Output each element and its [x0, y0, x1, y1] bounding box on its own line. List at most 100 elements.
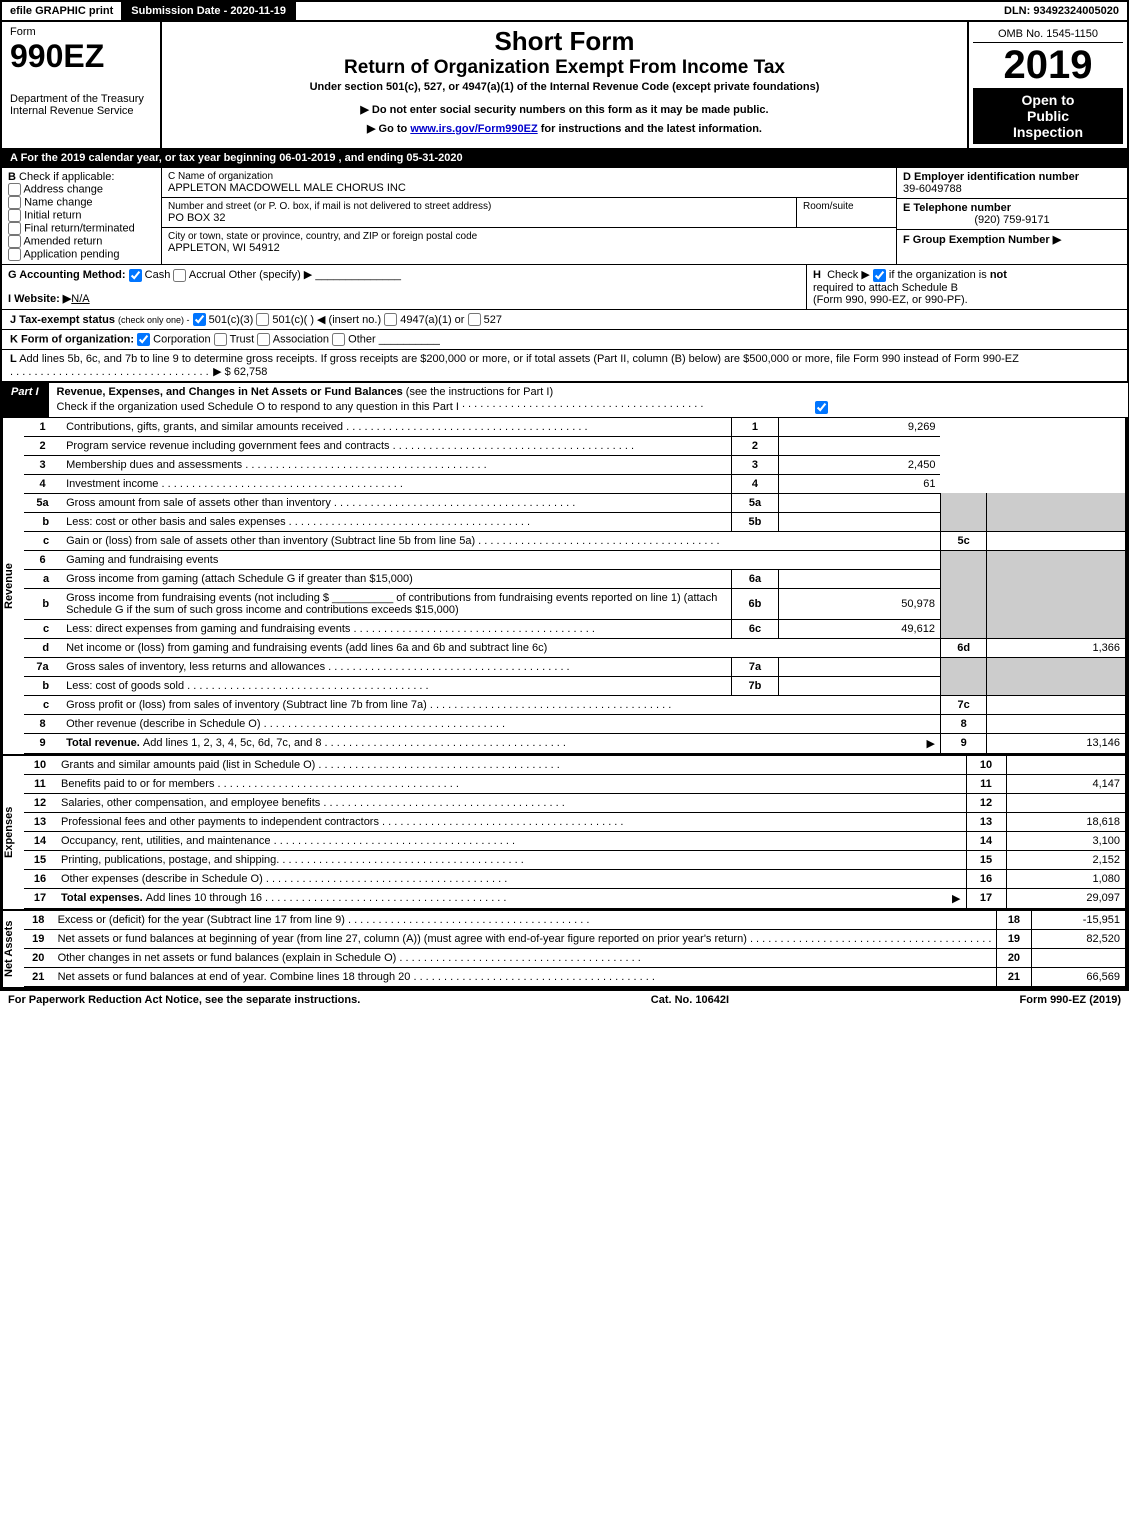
- line-13-desc: Professional fees and other payments to …: [61, 816, 379, 828]
- line-5b-desc: Less: cost or other basis and sales expe…: [66, 516, 286, 528]
- irs-link[interactable]: www.irs.gov/Form990EZ: [410, 123, 537, 135]
- line-18-desc: Excess or (deficit) for the year (Subtra…: [58, 914, 345, 926]
- line-10-val: [1006, 756, 1126, 775]
- line-19-desc: Net assets or fund balances at beginning…: [58, 933, 747, 945]
- line-18-val: -15,951: [1031, 911, 1126, 930]
- cb-4947[interactable]: [384, 313, 397, 326]
- line-5a-desc: Gross amount from sale of assets other t…: [66, 497, 331, 509]
- line-15-desc: Printing, publications, postage, and shi…: [61, 854, 279, 866]
- submission-date-button[interactable]: Submission Date - 2020-11-19: [123, 2, 296, 20]
- form-header: Form 990EZ Department of the Treasury In…: [0, 22, 1129, 149]
- line-15-val: 2,152: [1006, 850, 1126, 869]
- label-h: H: [813, 269, 821, 281]
- part-1-label: Part I: [1, 383, 49, 417]
- label-g: G Accounting Method:: [8, 269, 126, 281]
- net-assets-side-label: Net Assets: [2, 911, 24, 987]
- city-address: APPLETON, WI 54912: [168, 242, 890, 254]
- line-3-val: 2,450: [778, 455, 940, 474]
- line-6a-desc: Gross income from gaming (attach Schedul…: [66, 573, 413, 585]
- label-e-phone: E Telephone number: [903, 202, 1011, 214]
- cb-association[interactable]: [257, 333, 270, 346]
- line-16-desc: Other expenses (describe in Schedule O): [61, 873, 263, 885]
- line-21-val: 66,569: [1031, 967, 1126, 986]
- form-word: Form: [10, 26, 152, 38]
- cb-schedule-o-part1[interactable]: [815, 401, 828, 414]
- line-10-desc: Grants and similar amounts paid (list in…: [61, 759, 315, 771]
- line-19-val: 82,520: [1031, 929, 1126, 948]
- label-city: City or town, state or province, country…: [168, 231, 890, 242]
- line-6d-desc: Net income or (loss) from gaming and fun…: [66, 642, 547, 654]
- label-street: Number and street (or P. O. box, if mail…: [168, 201, 790, 212]
- org-info-grid: B Check if applicable: Address change Na…: [0, 168, 1129, 265]
- line-7a-mid: [778, 657, 940, 676]
- dept-treasury: Department of the Treasury: [10, 93, 152, 105]
- page-footer: For Paperwork Reduction Act Notice, see …: [0, 989, 1129, 1009]
- line-8-val: [987, 714, 1126, 733]
- line-12-desc: Salaries, other compensation, and employ…: [61, 797, 320, 809]
- cb-527[interactable]: [468, 313, 481, 326]
- phone-value: (920) 759-9171: [903, 214, 1121, 226]
- line-k: K Form of organization: Corporation Trus…: [0, 330, 1129, 350]
- cb-501c[interactable]: [256, 313, 269, 326]
- line-5b-mid: [778, 512, 940, 531]
- cb-cash[interactable]: [129, 269, 142, 282]
- cb-corporation[interactable]: [137, 333, 150, 346]
- cb-501c3[interactable]: [193, 313, 206, 326]
- line-21-desc: Net assets or fund balances at end of ye…: [58, 971, 411, 983]
- footer-paperwork: For Paperwork Reduction Act Notice, see …: [8, 994, 360, 1006]
- cb-other[interactable]: [332, 333, 345, 346]
- line-7b-desc: Less: cost of goods sold: [66, 680, 184, 692]
- part-1-header: Part I Revenue, Expenses, and Changes in…: [0, 382, 1129, 418]
- cb-final-return[interactable]: [8, 222, 21, 235]
- line-7b-mid: [778, 676, 940, 695]
- ein-value: 39-6049788: [903, 183, 1121, 195]
- line-7a-desc: Gross sales of inventory, less returns a…: [66, 661, 325, 673]
- check-if-applicable: Check if applicable:: [19, 171, 114, 183]
- line-11-val: 4,147: [1006, 774, 1126, 793]
- line-9-desc-bold: Total revenue.: [66, 737, 143, 749]
- line-5a-mid: [778, 493, 940, 512]
- label-i-website: I Website: ▶: [8, 293, 71, 305]
- revenue-side-label: Revenue: [2, 418, 24, 754]
- top-bar: efile GRAPHIC print Submission Date - 20…: [0, 0, 1129, 22]
- gross-receipts-value: 62,758: [234, 366, 268, 378]
- line-6c-desc: Less: direct expenses from gaming and fu…: [66, 623, 350, 635]
- cb-accrual[interactable]: [173, 269, 186, 282]
- line-9-val: 13,146: [987, 733, 1126, 753]
- line-6d-val: 1,366: [987, 638, 1126, 657]
- expenses-side-label: Expenses: [2, 756, 24, 909]
- line-a-tax-year: A For the 2019 calendar year, or tax yea…: [0, 149, 1129, 168]
- cb-trust[interactable]: [214, 333, 227, 346]
- line-17-desc-bold: Total expenses.: [61, 892, 146, 904]
- line-2-desc: Program service revenue including govern…: [66, 440, 389, 452]
- line-6-desc: Gaming and fundraising events: [66, 554, 218, 566]
- line-3-desc: Membership dues and assessments: [66, 459, 242, 471]
- cb-not-required-schedule-b[interactable]: [873, 269, 886, 282]
- title-short-form: Short Form: [170, 26, 959, 57]
- line-6b-desc1: Gross income from fundraising events (no…: [66, 592, 329, 604]
- line-12-val: [1006, 793, 1126, 812]
- tax-year: 2019: [973, 43, 1123, 88]
- line-6c-mid: 49,612: [778, 619, 940, 638]
- ssn-warning: ▶ Do not enter social security numbers o…: [170, 103, 959, 116]
- website-value: N/A: [71, 293, 89, 305]
- omb-number: OMB No. 1545-1150: [973, 26, 1123, 43]
- cb-initial-return[interactable]: [8, 209, 21, 222]
- line-14-desc: Occupancy, rent, utilities, and maintena…: [61, 835, 271, 847]
- footer-cat-no: Cat. No. 10642I: [360, 994, 1019, 1006]
- cb-amended-return[interactable]: [8, 235, 21, 248]
- label-d-ein: D Employer identification number: [903, 171, 1079, 183]
- line-7c-desc: Gross profit or (loss) from sales of inv…: [66, 699, 427, 711]
- line-1-val: 9,269: [778, 418, 940, 437]
- org-name: APPLETON MACDOWELL MALE CHORUS INC: [168, 182, 890, 194]
- cb-address-change[interactable]: [8, 183, 21, 196]
- subtitle: Under section 501(c), 527, or 4947(a)(1)…: [170, 81, 959, 93]
- line-5c-desc: Gain or (loss) from sale of assets other…: [66, 535, 475, 547]
- line-11-desc: Benefits paid to or for members: [61, 778, 214, 790]
- line-4-desc: Investment income: [66, 478, 158, 490]
- cb-name-change[interactable]: [8, 196, 21, 209]
- cb-application-pending[interactable]: [8, 248, 21, 261]
- line-8-desc: Other revenue (describe in Schedule O): [66, 718, 260, 730]
- line-7c-val: [987, 695, 1126, 714]
- line-17-val: 29,097: [1006, 888, 1126, 908]
